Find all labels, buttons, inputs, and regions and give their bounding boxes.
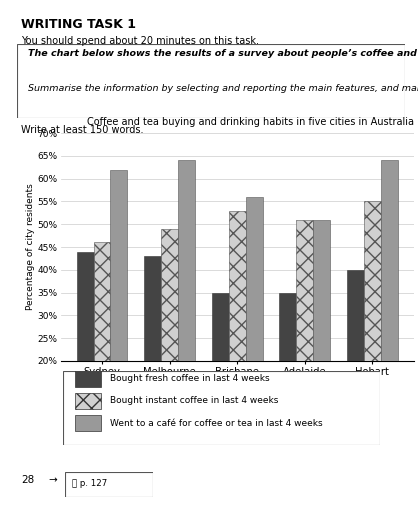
Y-axis label: Percentage of city residents: Percentage of city residents [26, 184, 35, 310]
Bar [76, 251, 94, 452]
Bar [110, 169, 127, 452]
Text: Write at least 150 words.: Write at least 150 words. [21, 125, 143, 136]
Bar [364, 202, 381, 452]
Bar [75, 393, 101, 409]
Bar [144, 256, 161, 452]
Text: Summarise the information by selecting and reporting the main features, and make: Summarise the information by selecting a… [28, 84, 418, 93]
Text: →: → [48, 475, 57, 485]
Bar [161, 229, 178, 452]
Bar [347, 270, 364, 452]
Bar [280, 293, 296, 452]
Text: Went to a café for coffee or tea in last 4 weeks: Went to a café for coffee or tea in last… [110, 419, 323, 428]
Bar [75, 371, 101, 387]
Text: 28: 28 [21, 475, 34, 485]
Text: Bought fresh coffee in last 4 weeks: Bought fresh coffee in last 4 weeks [110, 374, 270, 383]
Text: 📋 p. 127: 📋 p. 127 [72, 479, 107, 487]
Text: The chart below shows the results of a survey about people’s coffee and tea buyi: The chart below shows the results of a s… [28, 49, 418, 58]
Text: You should spend about 20 minutes on this task.: You should spend about 20 minutes on thi… [21, 36, 259, 46]
Bar [75, 415, 101, 431]
Bar [246, 197, 263, 452]
Bar [94, 243, 110, 452]
Bar [178, 160, 195, 452]
Text: Bought instant coffee in last 4 weeks: Bought instant coffee in last 4 weeks [110, 396, 279, 406]
Bar [313, 220, 330, 452]
Bar [212, 293, 229, 452]
Bar [229, 210, 246, 452]
Text: WRITING TASK 1: WRITING TASK 1 [21, 18, 136, 31]
Bar [296, 220, 313, 452]
Text: Coffee and tea buying and drinking habits in five cities in Australia: Coffee and tea buying and drinking habit… [87, 117, 414, 127]
Bar [381, 160, 398, 452]
